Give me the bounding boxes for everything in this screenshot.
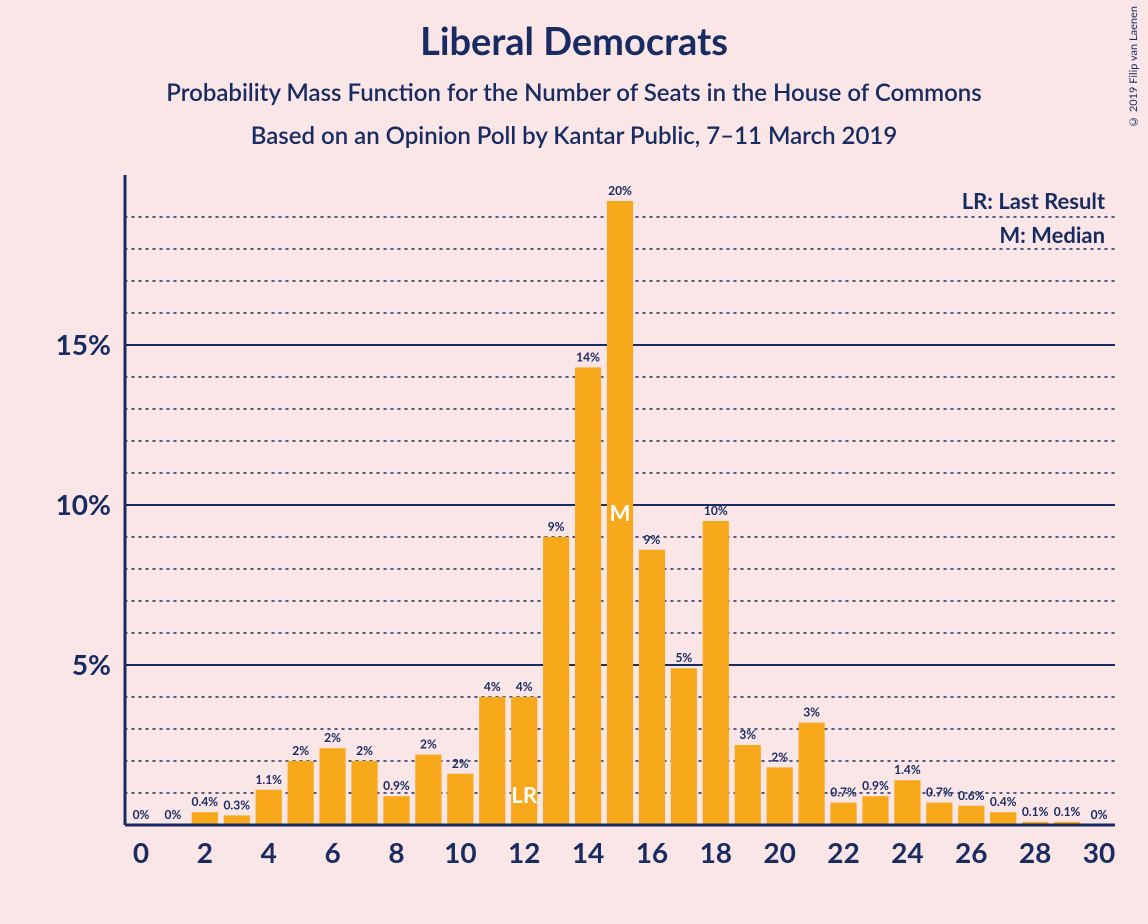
- bar-label-2: 0.4%: [192, 794, 219, 809]
- bar-label-14: 14%: [576, 349, 600, 364]
- bar-label-30: 0%: [1091, 807, 1108, 822]
- x-tick-10: 10: [444, 835, 476, 869]
- bar-label-24: 1.4%: [894, 762, 921, 777]
- pmf-bar-chart: 0% 0% 0.4% 0.3% 1.1% 2% 2% 2% 0.9% 2% 2% 4% 4% LR 9% 14…: [0, 0, 1148, 924]
- bar-2: [192, 812, 218, 825]
- x-tick-24: 24: [891, 835, 923, 869]
- x-tick-16: 16: [636, 835, 668, 869]
- bar-label-19: 3%: [739, 727, 756, 742]
- bar-8: [383, 796, 409, 825]
- bar-9: [415, 755, 441, 825]
- y-tick-5: 5%: [72, 647, 111, 681]
- bar-label-12: 4%: [516, 679, 533, 694]
- x-tick-18: 18: [700, 835, 732, 869]
- bar-label-25: 0.7%: [926, 785, 953, 800]
- bar-26: [958, 806, 984, 825]
- bar-label-15: 20%: [608, 183, 632, 198]
- bar-22: [830, 803, 856, 825]
- bar-18: [703, 521, 729, 825]
- bar-label-11: 4%: [484, 679, 501, 694]
- y-tick-10: 10%: [56, 487, 111, 521]
- legend-m: M: Median: [999, 221, 1105, 248]
- x-tick-0: 0: [133, 835, 149, 869]
- bar-label-23: 0.9%: [862, 778, 889, 793]
- bar-17: [671, 668, 697, 825]
- bar-13: [543, 537, 569, 825]
- bar-11: [479, 697, 505, 825]
- bar-19: [735, 745, 761, 825]
- marker-m: M: [610, 499, 631, 526]
- bar-14: [575, 367, 601, 825]
- bar-label-3: 0.3%: [223, 797, 250, 812]
- x-tick-4: 4: [261, 835, 277, 869]
- bar-25: [926, 803, 952, 825]
- marker-lr: LR: [511, 781, 537, 808]
- bar-20: [767, 767, 793, 825]
- bar-4: [256, 790, 282, 825]
- x-tick-8: 8: [388, 835, 404, 869]
- bar-label-22: 0.7%: [830, 785, 857, 800]
- bar-label-5: 2%: [292, 743, 309, 758]
- bar-label-21: 3%: [803, 705, 820, 720]
- bar-27: [990, 812, 1016, 825]
- bar-label-9: 2%: [420, 737, 437, 752]
- x-tick-30: 30: [1083, 835, 1115, 869]
- legend-lr: LR: Last Result: [962, 187, 1106, 214]
- bar-label-13: 9%: [548, 519, 565, 534]
- x-tick-22: 22: [827, 835, 859, 869]
- bar-label-7: 2%: [356, 743, 373, 758]
- x-tick-2: 2: [197, 835, 213, 869]
- bar-24: [894, 780, 920, 825]
- bar-label-28: 0.1%: [1022, 804, 1049, 819]
- bar-label-17: 5%: [675, 650, 692, 665]
- bar-21: [799, 723, 825, 825]
- x-tick-20: 20: [763, 835, 795, 869]
- bar-label-0: 0%: [133, 807, 150, 822]
- bar-label-26: 0.6%: [958, 788, 985, 803]
- bar-label-8: 0.9%: [383, 778, 410, 793]
- bar-16: [639, 550, 665, 825]
- bar-label-6: 2%: [324, 730, 341, 745]
- bar-label-10: 2%: [452, 756, 469, 771]
- x-tick-28: 28: [1019, 835, 1051, 869]
- bar-10: [447, 774, 473, 825]
- bar-6: [319, 748, 345, 825]
- bar-label-27: 0.4%: [990, 794, 1017, 809]
- x-tick-6: 6: [324, 835, 340, 869]
- bar-23: [862, 796, 888, 825]
- x-tick-26: 26: [955, 835, 987, 869]
- y-tick-15: 15%: [56, 327, 111, 361]
- bar-label-29: 0.1%: [1054, 804, 1081, 819]
- bar-label-1: 0%: [165, 807, 182, 822]
- x-tick-12: 12: [508, 835, 540, 869]
- bar-5: [288, 761, 314, 825]
- bar-label-4: 1.1%: [255, 772, 282, 787]
- bar-7: [351, 761, 377, 825]
- bar-label-18: 10%: [704, 503, 728, 518]
- bar-label-20: 2%: [771, 749, 788, 764]
- x-tick-14: 14: [572, 835, 604, 869]
- bar-label-16: 9%: [644, 532, 661, 547]
